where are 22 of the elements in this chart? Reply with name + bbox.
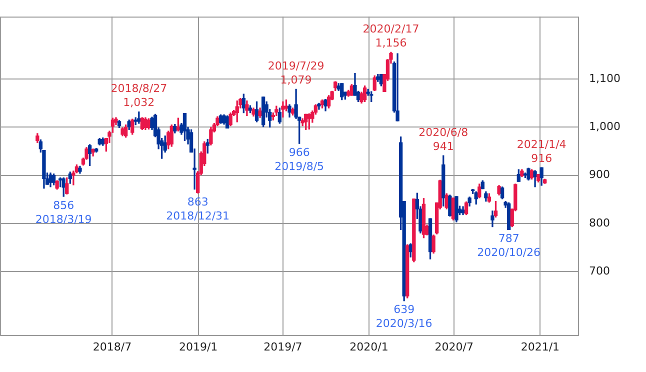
y-tick-label: 900 [589,168,610,182]
annotation: 856 2018/3/19 [35,198,92,226]
x-tick-label: 2019/7 [264,340,302,354]
annotation: 639 2020/3/16 [376,303,432,330]
x-tick-label: 2020/7 [434,340,474,354]
annotation: 2019/7/29 1,079 [268,60,324,87]
annotation: 2021/1/4 916 [516,138,566,165]
x-tick-label: 2018/7 [92,340,132,354]
annotation: 787 2020/10/26 [477,232,541,260]
y-tick-label: 700 [589,264,610,278]
candlestick [396,53,400,122]
annotation: 2020/2/17 1,156 [362,22,420,50]
annotation: 966 2019/8/5 [274,146,324,173]
annotation: 863 2018/12/31 [166,195,230,222]
x-tick-label: 2020/1 [350,340,388,354]
annotation: 2018/8/27 1,032 [110,82,168,110]
x-tick-label: 2021/1 [520,340,560,354]
y-tick-label: 800 [589,216,610,230]
annotation: 2020/6/8 941 [418,126,468,153]
y-tick-label: 1,000 [589,120,620,134]
y-tick-label: 1,100 [589,72,620,85]
x-tick-label: 2019/1 [178,340,218,354]
